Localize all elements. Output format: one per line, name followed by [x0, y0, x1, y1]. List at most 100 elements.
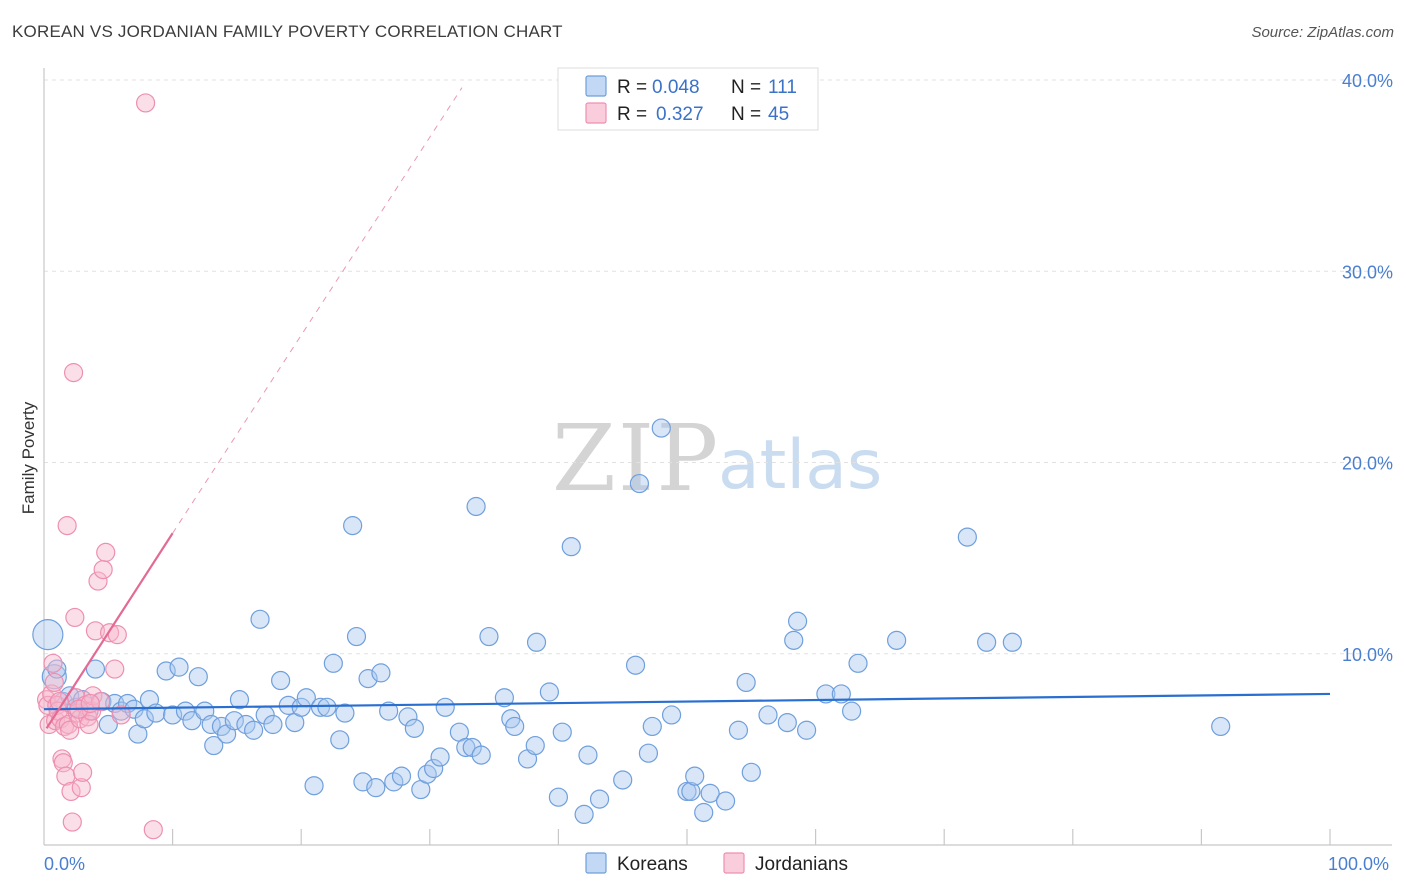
jordanian-trend-line: [45, 532, 174, 729]
bottom-legend-korean-swatch: [585, 852, 607, 874]
bottom-legend: Koreans Jordanians: [585, 852, 848, 875]
korean-point: [505, 716, 525, 737]
legend-korean-r-value: 0.048: [652, 77, 700, 98]
korean-point: [169, 657, 189, 677]
korean-point: [787, 611, 808, 631]
korean-point: [661, 705, 682, 725]
korean-point: [224, 711, 244, 731]
korean-point: [574, 804, 594, 825]
korean-point: [525, 735, 545, 756]
korean-point: [471, 745, 491, 765]
jordanian-point: [63, 363, 84, 383]
korean-point: [466, 496, 486, 517]
korean-point: [642, 716, 662, 737]
jordanian-point: [62, 812, 82, 832]
jordanian-point: [143, 820, 163, 840]
y-tick-labels: 10.0% 20.0% 30.0% 40.0%: [1342, 71, 1393, 665]
jordanian-point: [49, 691, 70, 712]
korean-point: [379, 701, 399, 721]
korean-point: [85, 659, 106, 679]
korean-point: [685, 766, 705, 786]
source-label: Source: ZipAtlas.com: [1251, 24, 1394, 41]
x-tick-label-min: 0.0%: [44, 854, 85, 874]
korean-point: [625, 655, 646, 675]
korean-point: [456, 737, 476, 758]
korean-points: [32, 418, 1231, 825]
korean-point: [317, 697, 337, 717]
korean-point: [404, 718, 424, 738]
korean-point: [384, 772, 404, 792]
legend-korean-n-label: N =: [731, 77, 761, 98]
legend-jordanian-r-value: 0.327: [656, 104, 704, 125]
korean-point: [323, 653, 343, 673]
korean-point: [236, 714, 256, 735]
legend-box: R = 0.048 N = 111 R = 0.327 N = 45: [557, 67, 819, 131]
korean-point: [494, 688, 514, 708]
legend-jordanian-r-label: R =: [617, 104, 647, 125]
x-tick-label-max: 100.0%: [1328, 854, 1389, 874]
jordanian-point: [85, 621, 106, 641]
korean-point: [371, 663, 391, 683]
jordanian-point: [44, 672, 64, 693]
korean-point: [250, 609, 270, 629]
jordanian-point: [57, 516, 77, 536]
korean-point: [728, 720, 749, 740]
korean-point: [310, 697, 331, 717]
korean-point: [831, 684, 851, 704]
korean-point: [842, 701, 862, 721]
jordanian-point: [88, 571, 108, 591]
legend-korean-swatch: [585, 75, 607, 97]
korean-point: [977, 632, 997, 652]
jordanian-point: [93, 559, 113, 580]
korean-point: [366, 778, 386, 798]
korean-point: [758, 705, 778, 725]
jordanian-point: [96, 542, 116, 562]
korean-point: [957, 527, 977, 547]
korean-point: [330, 730, 350, 750]
korean-point: [816, 684, 836, 704]
korean-point: [694, 802, 714, 823]
korean-point: [784, 630, 804, 650]
korean-point: [578, 745, 598, 765]
korean-point: [229, 690, 250, 710]
korean-point: [134, 709, 154, 729]
korean-point: [1211, 716, 1231, 737]
korean-point: [204, 735, 224, 756]
y-tick-label: 20.0%: [1342, 454, 1393, 474]
korean-point: [244, 720, 264, 740]
jordanian-point: [71, 778, 91, 798]
watermark-zip: ZIP: [552, 405, 720, 512]
y-tick-label: 30.0%: [1342, 262, 1393, 282]
korean-point: [651, 418, 671, 438]
watermark-atlas: atlas: [718, 426, 882, 505]
korean-point: [271, 670, 291, 691]
korean-point: [424, 758, 444, 779]
jordanian-point: [65, 607, 85, 628]
korean-point: [163, 705, 183, 725]
bottom-legend-jordanian-label: Jordanians: [755, 854, 848, 875]
korean-point: [539, 682, 559, 702]
korean-point: [561, 537, 581, 557]
legend-jordanian-n-label: N =: [731, 104, 761, 125]
korean-point: [1002, 632, 1022, 652]
legend-korean-n-value: 111: [768, 77, 797, 98]
korean-point: [887, 630, 907, 650]
korean-point: [398, 707, 418, 727]
korean-point: [479, 626, 499, 647]
korean-point: [848, 653, 868, 673]
korean-point: [736, 672, 756, 693]
korean-point: [552, 722, 572, 742]
korean-point: [548, 787, 569, 807]
legend-jordanian-n-value: 45: [768, 104, 789, 125]
korean-point: [435, 697, 455, 717]
korean-point: [777, 712, 797, 733]
chart-title: KOREAN VS JORDANIAN FAMILY POVERTY CORRE…: [12, 22, 563, 41]
korean-point: [156, 661, 176, 681]
korean-point: [391, 766, 412, 786]
bottom-legend-jordanian-swatch: [723, 852, 745, 874]
korean-point: [98, 714, 118, 735]
jordanian-point: [105, 659, 125, 679]
jordanian-point: [43, 653, 63, 673]
korean-point: [700, 783, 720, 803]
